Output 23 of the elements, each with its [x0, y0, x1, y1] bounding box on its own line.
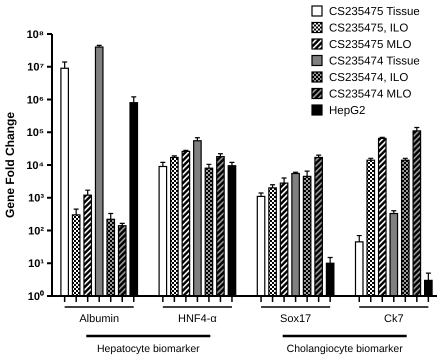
- legend-label: CS235474, ILO: [329, 72, 408, 84]
- x-tick-label: Albumin: [79, 313, 120, 325]
- y-tick-label: 10⁸: [26, 28, 44, 41]
- legend-label: CS235475 Tissue: [329, 6, 420, 18]
- y-tick-label: 10⁵: [26, 127, 44, 140]
- y-tick-label: 10⁶: [26, 94, 44, 106]
- x-tick-label: Sox17: [280, 313, 312, 325]
- y-tick-label: 10⁴: [26, 160, 44, 172]
- y-tick-label: 10²: [28, 225, 44, 238]
- y-axis-title: Gene Fold Change: [3, 112, 17, 218]
- legend-label: CS235475 MLO: [329, 39, 412, 52]
- y-tick-label: 10⁷: [27, 62, 44, 74]
- y-tick-label: 10³: [28, 192, 44, 205]
- x-tick-label: HNF4-α: [178, 313, 218, 325]
- text: Cholangiocyte biomarker: [286, 343, 404, 355]
- y-tick-label: 10⁰: [28, 290, 44, 303]
- legend-label: CS235474 Tissue: [329, 56, 420, 68]
- text: Hepatocyte biomarker: [96, 343, 200, 355]
- x-tick-label: Ck7: [384, 313, 404, 325]
- legend-label: CS235474 MLO: [329, 88, 412, 101]
- legend-label: HepG2: [329, 105, 366, 118]
- y-tick-label: 10¹: [28, 258, 44, 270]
- legend-label: CS235475, ILO: [329, 22, 408, 35]
